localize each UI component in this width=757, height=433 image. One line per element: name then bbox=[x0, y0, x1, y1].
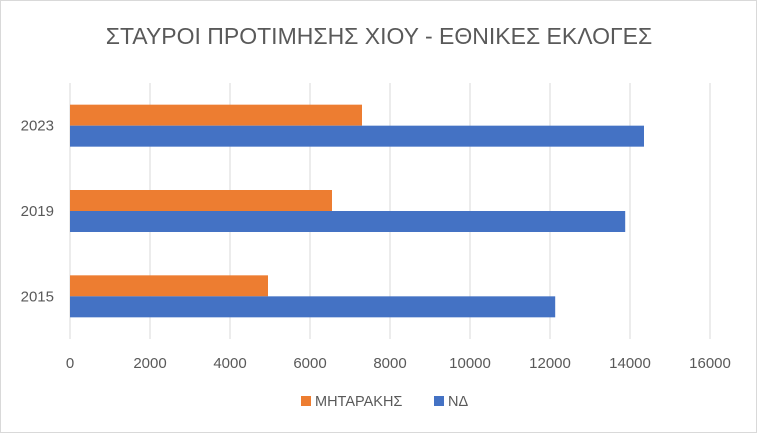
x-tick-label: 6000 bbox=[293, 355, 326, 372]
bar-ΜΗΤΑΡΑΚΗΣ-2015 bbox=[70, 275, 268, 297]
x-tick-label: 2000 bbox=[133, 355, 166, 372]
legend-swatch bbox=[434, 396, 444, 406]
chart-title: ΣΤΑΥΡΟΙ ΠΡΟΤΙΜΗΣΗΣ ΧΙΟΥ - ΕΘΝΙΚΕΣ ΕΚΛΟΓΕ… bbox=[106, 23, 652, 49]
legend-label: ΝΔ bbox=[448, 394, 468, 410]
x-tick-label: 4000 bbox=[213, 355, 246, 372]
bars bbox=[70, 104, 644, 318]
y-tick-label: 2015 bbox=[21, 288, 54, 305]
legend-label: ΜΗΤΑΡΑΚΗΣ bbox=[315, 394, 402, 410]
y-tick-label: 2019 bbox=[21, 203, 54, 220]
legend: ΜΗΤΑΡΑΚΗΣ ΝΔ bbox=[301, 394, 468, 410]
bar-ΜΗΤΑΡΑΚΗΣ-2023 bbox=[70, 104, 362, 126]
x-axis-labels: 0 2000 4000 6000 8000 10000 12000 14000 16000 bbox=[66, 355, 731, 372]
x-tick-label: 8000 bbox=[373, 355, 406, 372]
bar-ΝΔ-2019 bbox=[70, 211, 626, 232]
bar-ΝΔ-2023 bbox=[70, 125, 644, 147]
x-tick-label: 10000 bbox=[449, 355, 491, 372]
y-tick-label: 2023 bbox=[21, 118, 54, 135]
x-tick-label: 16000 bbox=[689, 355, 731, 372]
y-axis-labels: 2015 2019 2023 bbox=[21, 118, 54, 306]
x-tick-label: 12000 bbox=[529, 355, 571, 372]
x-tick-label: 0 bbox=[66, 355, 74, 372]
bar-ΝΔ-2015 bbox=[70, 296, 556, 318]
legend-swatch bbox=[301, 396, 311, 406]
x-tick-label: 14000 bbox=[609, 355, 651, 372]
bar-ΜΗΤΑΡΑΚΗΣ-2019 bbox=[70, 190, 332, 211]
